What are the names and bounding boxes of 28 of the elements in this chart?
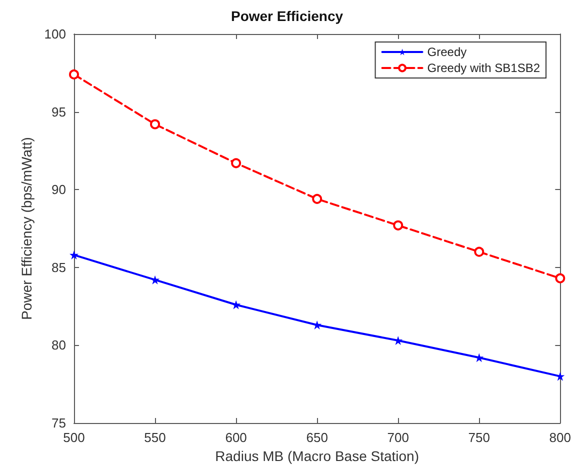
legend-label: Greedy with SB1SB2 [427,61,540,75]
point [69,69,79,80]
point [312,194,322,204]
chart-title: Power Efficiency [230,8,344,24]
y-axis-title: Power Efficiency (bps/mWatt) [18,137,34,320]
point [393,220,404,230]
y-tick-label: 100 [44,26,66,42]
x-tick-label: 700 [387,430,409,445]
x-axis-title: Radius MB (Macro Base Station) [215,448,420,464]
x-tick-label: 550 [144,430,166,445]
y-tick-label: 95 [52,104,66,120]
x-tick-label: 500 [63,430,85,445]
point [555,273,566,284]
legend-label: Greedy [427,45,467,59]
y-tick-label: 90 [52,182,66,198]
y-tick-label: 80 [52,338,66,353]
x-tick-label: 750 [468,430,490,445]
point [474,246,484,257]
point [150,275,160,284]
point [70,250,78,260]
point [232,300,241,310]
y-tick-label: 75 [52,416,66,430]
x-tick-label: 650 [306,430,328,445]
y-tick-label: 85 [52,260,66,275]
point [231,158,242,168]
x-tick-label: 800 [549,430,572,445]
x-tick-label: 600 [225,430,247,445]
point [150,119,160,130]
